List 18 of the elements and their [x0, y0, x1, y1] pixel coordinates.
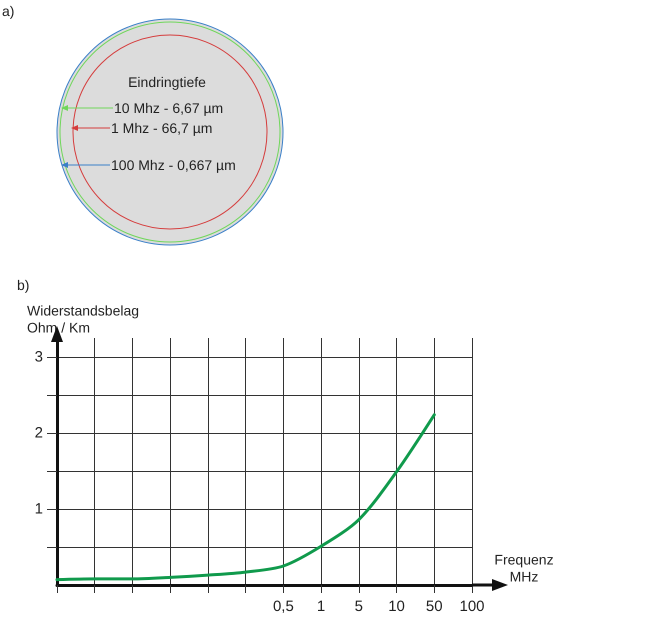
- line-series: [56, 413, 436, 582]
- y-tick-label: 3: [34, 348, 43, 366]
- x-tick-label: 100: [459, 598, 485, 615]
- text: a): [2, 3, 14, 19]
- text: 100 Mhz - 0,667 µm: [111, 157, 236, 173]
- y-tick-label: 1: [34, 500, 43, 518]
- x-axis-title: Frequenz MHz: [494, 552, 554, 584]
- x-tick-label: 5: [354, 598, 363, 615]
- text: 10 Mhz - 6,67 µm: [114, 100, 224, 116]
- y-tick-label: 2: [34, 424, 43, 442]
- x-tick-label: 0,5: [272, 598, 294, 615]
- y-axis-title: Widerstandsbelag Ohm / Km: [27, 302, 140, 336]
- text: b): [17, 277, 30, 293]
- x-tick-label: 50: [426, 598, 443, 615]
- x-tick-label: 1: [316, 598, 326, 615]
- x-tick-label: 10: [388, 598, 405, 615]
- text: Eindringtiefe: [128, 74, 206, 90]
- text: 1 Mhz - 66,7 µm: [111, 120, 212, 136]
